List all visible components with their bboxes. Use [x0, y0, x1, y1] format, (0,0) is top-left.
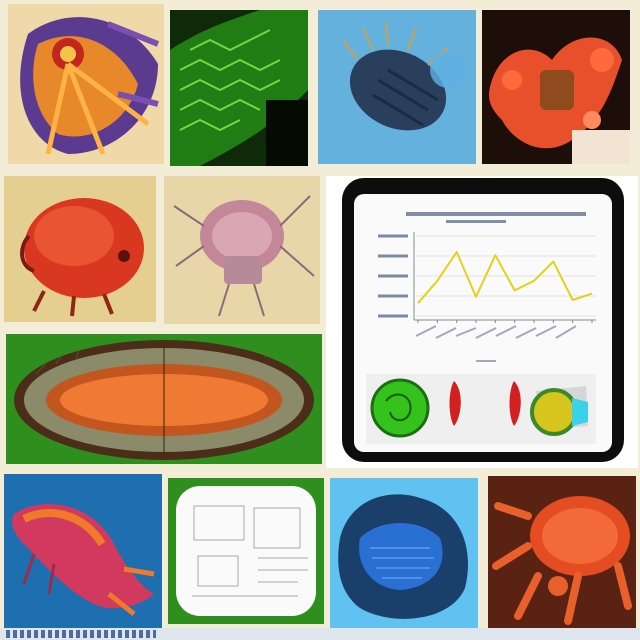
- tile-red-coral-organism: [482, 10, 630, 164]
- tile-blue-spiny-creature: [318, 10, 476, 164]
- y-tick-mark: [378, 274, 408, 278]
- green-orange-cell-image: [6, 334, 322, 464]
- y-tick-mark: [378, 254, 408, 258]
- blue-spiny-creature-image: [318, 10, 476, 164]
- y-tick-mark: [378, 314, 408, 318]
- sketch-frame-image: [168, 478, 324, 624]
- tile-green-orange-cell: [6, 334, 322, 464]
- line-chart: [378, 232, 596, 323]
- series-line: [417, 251, 593, 304]
- tile-red-bug-closeup: [488, 476, 636, 628]
- tile-pink-slug-creature: [4, 474, 162, 628]
- y-tick-mark: [378, 234, 408, 238]
- bottom-caption-scribble: [6, 630, 156, 638]
- tile-sketched-insect: [164, 176, 320, 324]
- tile-orange-purple-organism: [8, 4, 164, 164]
- y-tick-mark: [378, 294, 408, 298]
- tile-red-mite-illustration: [4, 176, 156, 322]
- tile-green-cell-mesh: [170, 10, 308, 166]
- tile-sketch-frame: [168, 478, 324, 624]
- red-coral-organism-image: [482, 10, 630, 164]
- chart-monitor-image: [326, 176, 638, 468]
- green-cell-mesh-image: [170, 10, 308, 166]
- red-bug-closeup-image: [488, 476, 636, 628]
- tile-blue-textured-blob: [330, 478, 478, 628]
- bottom-strip: [0, 628, 640, 640]
- red-mite-image: [4, 176, 156, 322]
- tile-chart-monitor: [326, 176, 638, 468]
- sketched-insect-image: [164, 176, 320, 324]
- orange-purple-organism-image: [8, 4, 164, 164]
- blue-textured-blob-image: [330, 478, 478, 628]
- pink-slug-creature-image: [4, 474, 162, 628]
